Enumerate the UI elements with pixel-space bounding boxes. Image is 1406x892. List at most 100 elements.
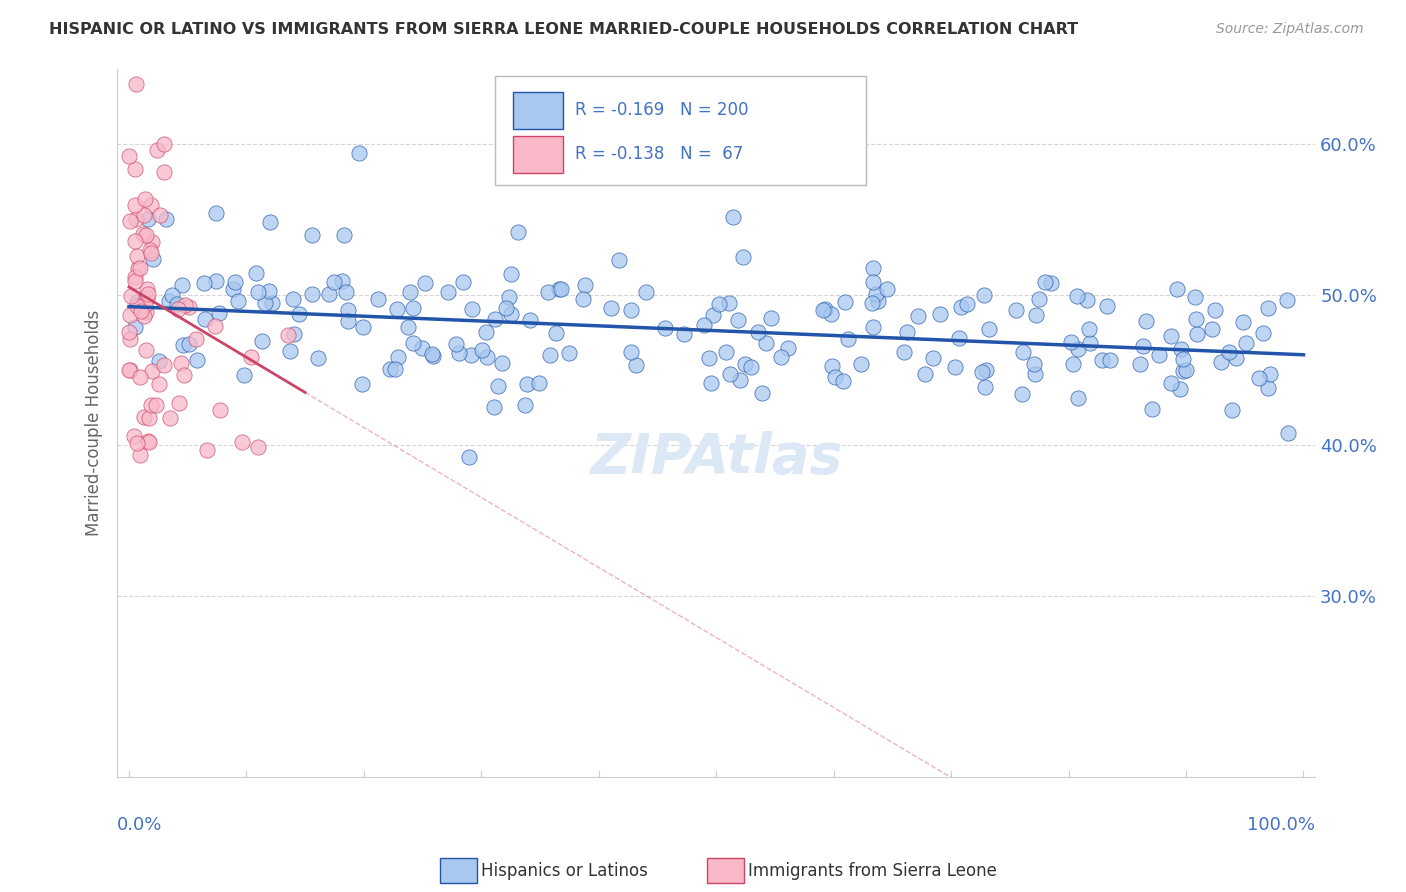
FancyBboxPatch shape xyxy=(513,92,562,128)
Point xyxy=(860,295,883,310)
Point xyxy=(367,293,389,307)
Point xyxy=(1168,382,1191,396)
Point xyxy=(128,448,150,462)
Point xyxy=(550,283,572,297)
Point xyxy=(173,338,195,352)
Point xyxy=(136,434,159,448)
FancyBboxPatch shape xyxy=(513,136,562,173)
Point xyxy=(1171,364,1194,378)
Point xyxy=(1091,352,1114,367)
Point xyxy=(385,302,408,317)
Point xyxy=(499,268,522,282)
Point xyxy=(948,331,970,345)
Text: R = -0.169   N = 200: R = -0.169 N = 200 xyxy=(575,102,748,120)
Point xyxy=(862,320,884,334)
Point xyxy=(740,359,762,374)
Point xyxy=(1098,353,1121,368)
Point xyxy=(413,276,436,290)
Point xyxy=(120,309,142,323)
Point xyxy=(574,278,596,293)
Point xyxy=(607,252,630,267)
Point xyxy=(755,335,778,350)
Point xyxy=(399,285,422,300)
Point xyxy=(125,77,148,91)
Point xyxy=(232,368,254,383)
Point xyxy=(769,350,792,364)
Point xyxy=(727,312,749,326)
Point xyxy=(634,285,657,299)
Point xyxy=(125,436,148,450)
Point xyxy=(124,269,146,284)
Point xyxy=(307,351,329,365)
Point xyxy=(728,373,751,387)
Point xyxy=(1249,371,1271,385)
Point xyxy=(384,361,406,376)
Point xyxy=(127,261,149,276)
Point xyxy=(1033,275,1056,289)
Point xyxy=(259,215,281,229)
Point xyxy=(247,285,270,300)
Text: Immigrants from Sierra Leone: Immigrants from Sierra Leone xyxy=(748,862,997,880)
Point xyxy=(387,350,409,364)
Point xyxy=(914,367,936,381)
Point xyxy=(600,301,623,315)
Point xyxy=(333,228,356,243)
Point xyxy=(865,286,887,301)
Point xyxy=(128,260,150,275)
Point xyxy=(527,376,550,390)
Point xyxy=(1024,357,1046,371)
Point xyxy=(484,312,506,326)
Point xyxy=(247,440,270,454)
Point xyxy=(654,321,676,335)
Point xyxy=(491,356,513,370)
Point xyxy=(208,402,231,417)
Point xyxy=(136,291,159,305)
Point xyxy=(461,301,484,316)
Point xyxy=(337,314,360,328)
Text: 100.0%: 100.0% xyxy=(1247,815,1315,833)
Point xyxy=(402,301,425,315)
Point xyxy=(572,292,595,306)
Point xyxy=(127,299,149,313)
Point xyxy=(124,319,146,334)
Point xyxy=(162,288,184,302)
Point xyxy=(447,345,470,359)
FancyBboxPatch shape xyxy=(495,76,866,186)
Point xyxy=(332,274,354,288)
Point xyxy=(1204,303,1226,318)
Point xyxy=(186,352,208,367)
Point xyxy=(718,367,741,381)
Point xyxy=(1201,322,1223,336)
Point xyxy=(973,288,995,302)
Point xyxy=(837,332,859,346)
Point xyxy=(193,276,215,290)
Point xyxy=(495,301,517,316)
Point xyxy=(482,400,505,414)
Point xyxy=(1277,425,1299,440)
Point xyxy=(134,192,156,206)
Point xyxy=(717,296,740,310)
Point xyxy=(138,434,160,449)
Point xyxy=(167,302,190,317)
Point xyxy=(118,325,141,339)
Point xyxy=(943,359,966,374)
Point xyxy=(734,357,756,371)
Text: ZIPAtlas: ZIPAtlas xyxy=(591,431,842,485)
Point xyxy=(118,362,141,376)
Point xyxy=(1258,368,1281,382)
Point xyxy=(277,328,299,343)
Point xyxy=(1024,367,1046,381)
Point xyxy=(1171,351,1194,366)
Text: Hispanics or Latinos: Hispanics or Latinos xyxy=(481,862,648,880)
Point xyxy=(1040,276,1063,290)
Text: R = -0.138   N =  67: R = -0.138 N = 67 xyxy=(575,145,744,163)
Point xyxy=(702,309,724,323)
Point xyxy=(378,362,401,376)
Point xyxy=(205,205,228,219)
Point xyxy=(224,275,246,289)
Point xyxy=(1218,345,1240,359)
Point xyxy=(974,362,997,376)
Point xyxy=(751,386,773,401)
Point xyxy=(834,294,856,309)
Point xyxy=(458,450,481,465)
